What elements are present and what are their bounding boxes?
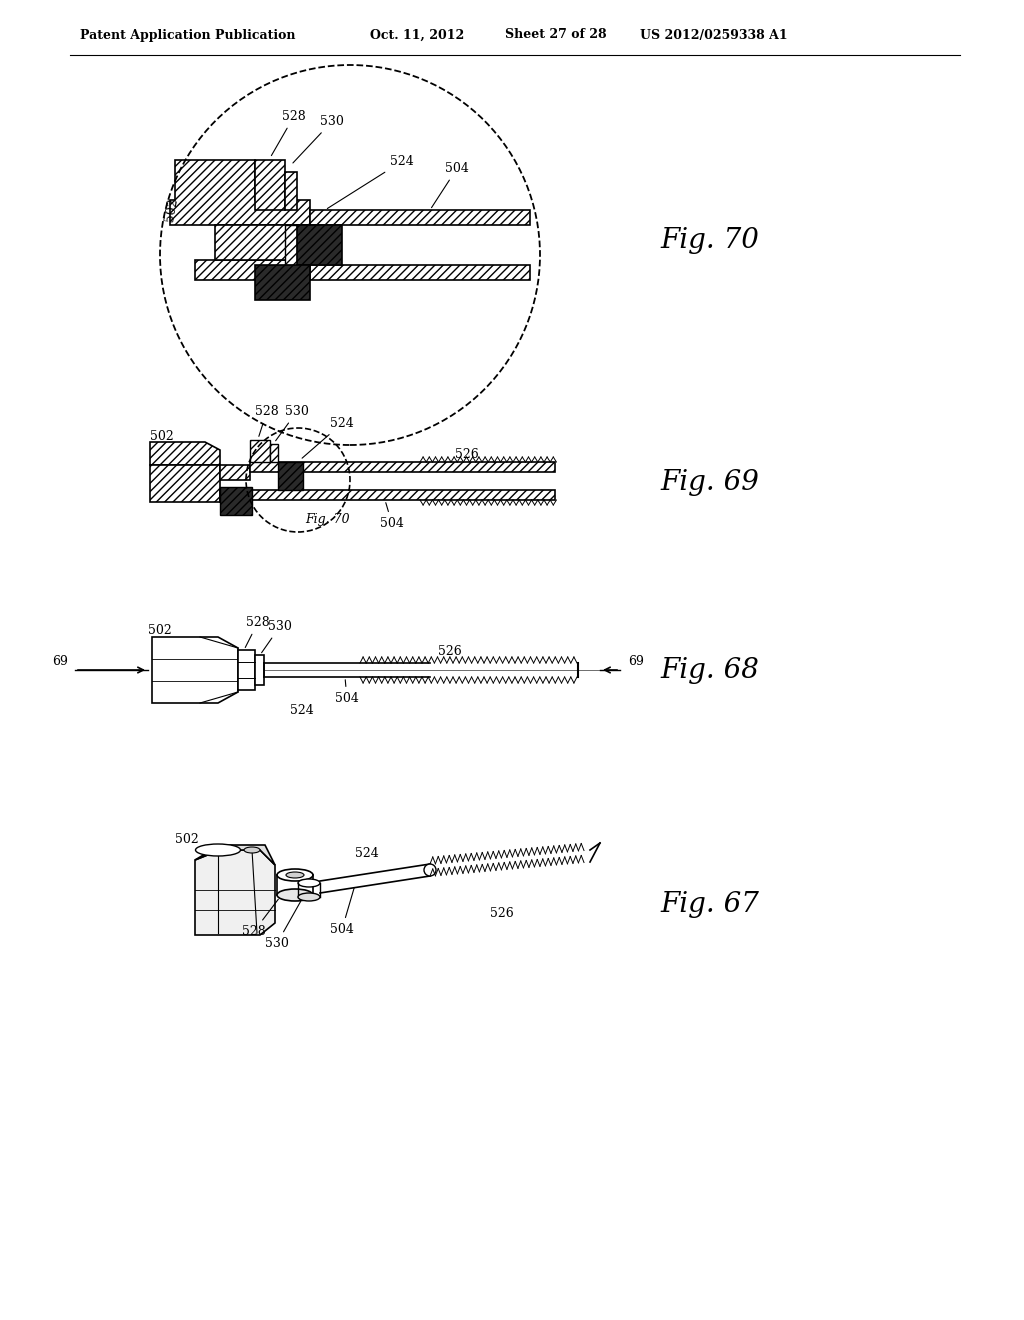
Bar bbox=[250, 440, 270, 462]
Bar bbox=[285, 172, 297, 210]
Polygon shape bbox=[220, 490, 250, 502]
Text: 526: 526 bbox=[490, 907, 514, 920]
Bar bbox=[297, 224, 342, 265]
Text: 530: 530 bbox=[265, 902, 301, 950]
Polygon shape bbox=[170, 160, 310, 224]
Text: 504: 504 bbox=[380, 503, 403, 531]
Text: 528: 528 bbox=[242, 899, 279, 939]
Ellipse shape bbox=[278, 888, 313, 902]
Polygon shape bbox=[195, 845, 275, 865]
Ellipse shape bbox=[286, 873, 304, 878]
Polygon shape bbox=[310, 265, 530, 280]
Polygon shape bbox=[310, 210, 530, 224]
Text: 524: 524 bbox=[302, 417, 353, 458]
Text: 502: 502 bbox=[175, 833, 199, 846]
Text: 502: 502 bbox=[164, 198, 180, 223]
Ellipse shape bbox=[298, 879, 319, 887]
Bar bbox=[278, 462, 303, 490]
Bar bbox=[285, 224, 297, 265]
Text: 69: 69 bbox=[52, 655, 68, 668]
Text: 504: 504 bbox=[330, 887, 354, 936]
Text: 524: 524 bbox=[328, 154, 414, 209]
Text: 502: 502 bbox=[148, 624, 172, 638]
Text: 528: 528 bbox=[255, 405, 279, 437]
Bar bbox=[270, 444, 278, 462]
Text: Sheet 27 of 28: Sheet 27 of 28 bbox=[505, 29, 606, 41]
Text: 502: 502 bbox=[150, 430, 174, 444]
Bar bbox=[255, 160, 285, 210]
Polygon shape bbox=[150, 442, 220, 465]
Text: 530: 530 bbox=[261, 620, 292, 652]
Text: 524: 524 bbox=[355, 847, 379, 861]
Text: Fig. 68: Fig. 68 bbox=[660, 656, 759, 684]
Ellipse shape bbox=[278, 869, 313, 880]
Text: Fig. 67: Fig. 67 bbox=[660, 891, 759, 919]
Polygon shape bbox=[195, 850, 275, 935]
Ellipse shape bbox=[424, 865, 436, 876]
Text: US 2012/0259338 A1: US 2012/0259338 A1 bbox=[640, 29, 787, 41]
Polygon shape bbox=[150, 465, 220, 502]
Bar bbox=[238, 649, 255, 690]
Text: 524: 524 bbox=[290, 704, 313, 717]
Polygon shape bbox=[195, 260, 310, 280]
Ellipse shape bbox=[298, 894, 319, 902]
Polygon shape bbox=[220, 465, 250, 480]
Text: Fig. 70: Fig. 70 bbox=[305, 513, 349, 525]
Text: Oct. 11, 2012: Oct. 11, 2012 bbox=[370, 29, 464, 41]
Text: Fig. 69: Fig. 69 bbox=[660, 469, 759, 495]
Text: 528: 528 bbox=[246, 616, 269, 648]
Bar bbox=[220, 487, 252, 515]
Text: 530: 530 bbox=[293, 115, 344, 162]
Text: 504: 504 bbox=[431, 162, 469, 207]
Bar bbox=[255, 265, 310, 300]
Ellipse shape bbox=[196, 843, 241, 855]
Text: 528: 528 bbox=[271, 110, 306, 156]
Text: 530: 530 bbox=[275, 405, 309, 441]
Polygon shape bbox=[215, 224, 310, 260]
Text: Patent Application Publication: Patent Application Publication bbox=[80, 29, 296, 41]
Polygon shape bbox=[250, 490, 555, 500]
Text: 504: 504 bbox=[335, 680, 358, 705]
Polygon shape bbox=[152, 638, 238, 704]
Polygon shape bbox=[250, 462, 555, 473]
Text: Fig. 70: Fig. 70 bbox=[660, 227, 759, 253]
Text: 69: 69 bbox=[628, 655, 644, 668]
Ellipse shape bbox=[244, 847, 260, 853]
Text: 526: 526 bbox=[438, 645, 462, 657]
Bar bbox=[255, 655, 264, 685]
Text: 526: 526 bbox=[455, 447, 479, 461]
